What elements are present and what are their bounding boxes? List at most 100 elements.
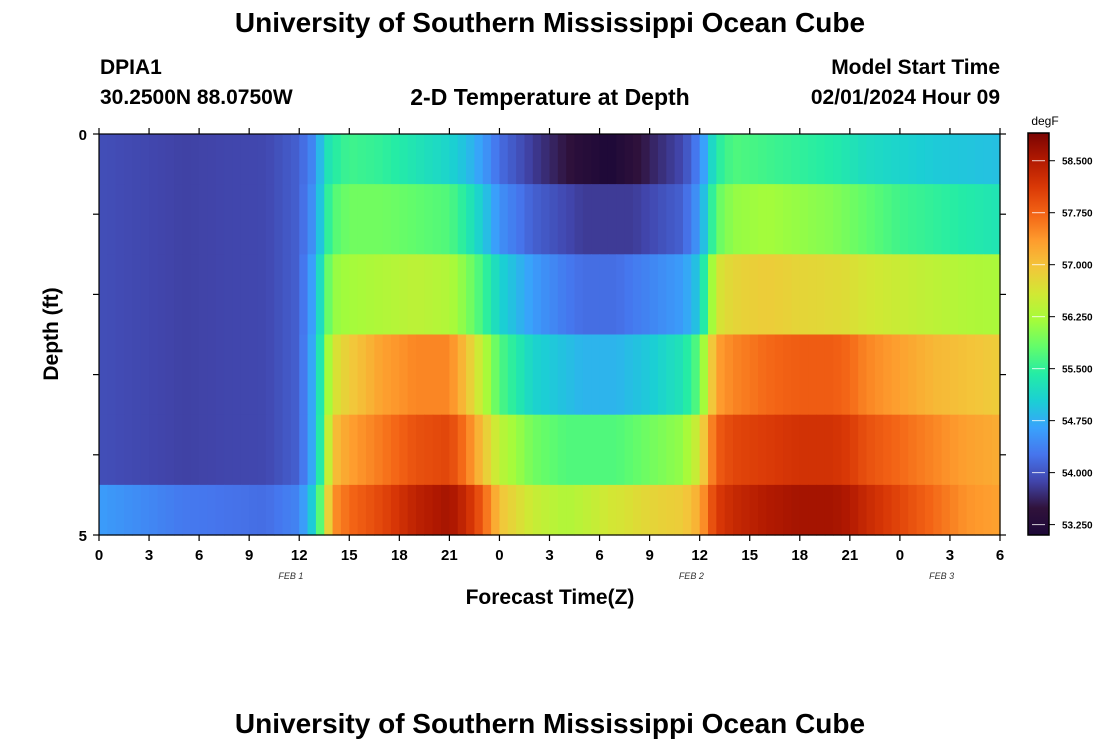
heat-cell xyxy=(883,334,893,416)
heat-cell xyxy=(307,134,317,185)
heat-cell xyxy=(949,484,959,536)
heat-cell xyxy=(816,254,826,336)
heat-cell xyxy=(691,254,701,336)
heat-cell xyxy=(741,334,751,416)
heat-cell xyxy=(991,484,1001,536)
heat-cell xyxy=(107,484,117,536)
heat-cell xyxy=(190,134,200,185)
heat-cell xyxy=(708,414,717,486)
heat-cell xyxy=(766,134,776,185)
heat-cell xyxy=(399,334,409,416)
heat-cell xyxy=(566,184,576,255)
heat-cell xyxy=(582,254,592,336)
heat-cell xyxy=(199,334,209,416)
heat-cell xyxy=(716,484,726,536)
heat-cell xyxy=(908,414,918,486)
heat-cell xyxy=(733,254,742,336)
heat-cell xyxy=(441,484,450,536)
heat-cell xyxy=(949,254,959,336)
heat-cell xyxy=(699,334,709,416)
station-id: DPIA1 xyxy=(100,56,162,79)
heat-cell xyxy=(424,254,434,336)
heat-cell xyxy=(290,254,300,336)
heat-cell xyxy=(499,254,509,336)
heat-cell xyxy=(657,334,667,416)
heat-cell xyxy=(274,254,284,336)
heat-cell xyxy=(666,334,676,416)
heat-cell xyxy=(824,414,834,486)
heat-cell xyxy=(991,184,1001,255)
heat-cell xyxy=(140,134,150,185)
heat-cell xyxy=(657,414,667,486)
heat-cell xyxy=(507,334,517,416)
heat-cell xyxy=(991,254,1001,336)
heat-cell xyxy=(899,254,909,336)
heat-cell xyxy=(599,254,609,336)
heat-cell xyxy=(449,184,459,255)
heat-cell xyxy=(674,334,684,416)
heat-cell xyxy=(824,334,834,416)
heat-cell xyxy=(616,484,626,536)
heat-cell xyxy=(107,334,117,416)
heat-cell xyxy=(741,184,751,255)
page-title: University of Southern Mississippi Ocean… xyxy=(234,7,866,38)
heat-cell xyxy=(641,254,651,336)
heat-cell xyxy=(532,484,542,536)
heat-cell xyxy=(791,254,801,336)
heat-cell xyxy=(449,484,459,536)
heat-cell xyxy=(566,254,576,336)
x-tick-label: 15 xyxy=(741,547,758,564)
heat-cell xyxy=(808,484,818,536)
heat-cell xyxy=(858,134,868,185)
heat-cell xyxy=(499,484,509,536)
heat-cell xyxy=(582,184,592,255)
heat-cell xyxy=(349,254,359,336)
heat-cell xyxy=(649,254,659,336)
heat-cell xyxy=(224,334,234,416)
heat-cell xyxy=(599,484,609,536)
heat-cell xyxy=(682,254,692,336)
heat-cell xyxy=(774,484,784,536)
x-tick-label: 0 xyxy=(495,547,503,564)
heat-cell xyxy=(849,254,859,336)
colorbar xyxy=(1027,132,1050,536)
colorbar-ticks: 58.500 57.750 57.000 56.250 55.500 54.750 54.0… xyxy=(1032,157,1093,532)
heat-cell xyxy=(499,414,509,486)
heat-cell xyxy=(340,254,350,336)
heat-cell xyxy=(557,184,567,255)
heat-cell xyxy=(107,254,117,336)
heat-cell xyxy=(257,254,267,336)
heat-cell xyxy=(541,254,551,336)
heat-cell xyxy=(357,134,367,185)
heat-cell xyxy=(708,134,717,185)
heat-cell xyxy=(724,254,734,336)
heat-cell xyxy=(232,484,242,536)
heat-cell xyxy=(574,484,584,536)
heat-cell xyxy=(374,134,384,185)
heat-cell xyxy=(157,334,167,416)
heat-cell xyxy=(365,334,375,416)
heat-cell xyxy=(958,184,968,255)
model-start-label: Model Start Time xyxy=(831,56,1000,79)
heat-cell xyxy=(365,254,375,336)
colorbar-tick-label: 54.000 xyxy=(1062,469,1093,480)
heat-cell xyxy=(582,134,592,185)
heat-cell xyxy=(416,184,425,255)
heat-cell xyxy=(407,334,417,416)
heat-cell xyxy=(974,484,984,536)
heat-cell xyxy=(899,484,909,536)
heat-cell xyxy=(441,414,450,486)
heat-cell xyxy=(849,414,859,486)
heat-cell xyxy=(315,184,325,255)
heat-cell xyxy=(441,334,450,416)
x-tick-label: 0 xyxy=(896,547,904,564)
heat-cell xyxy=(682,134,692,185)
heat-cell xyxy=(858,184,868,255)
heat-cell xyxy=(416,334,425,416)
heat-cell xyxy=(624,254,634,336)
heat-cell xyxy=(349,414,359,486)
heat-cell xyxy=(474,184,484,255)
heat-cell xyxy=(265,254,275,336)
heat-cell xyxy=(390,334,400,416)
heat-cell xyxy=(307,254,317,336)
